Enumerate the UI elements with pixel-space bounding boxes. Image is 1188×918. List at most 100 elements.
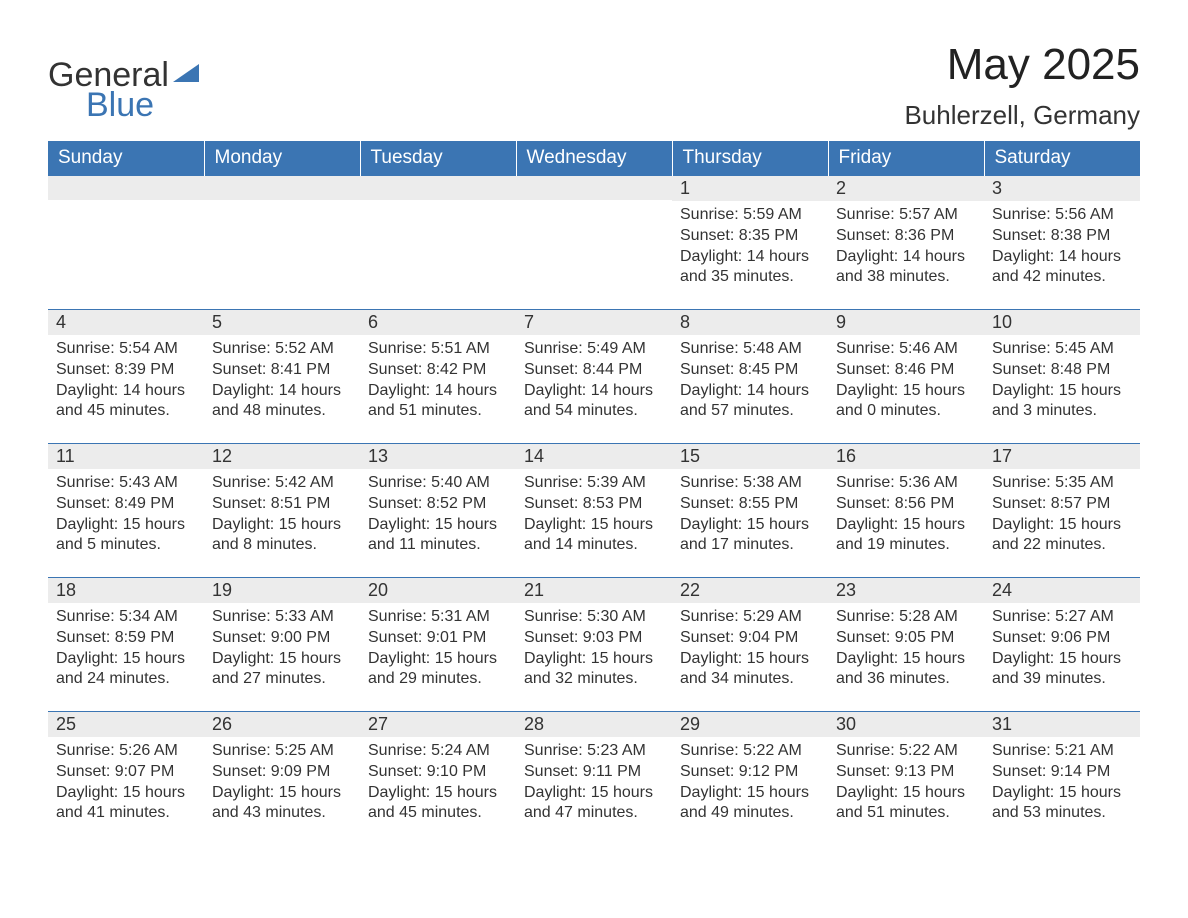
calendar-day-cell: 3Sunrise: 5:56 AMSunset: 8:38 PMDaylight… — [984, 176, 1140, 310]
daylight-line: Daylight: 15 hours and 17 minutes. — [680, 515, 820, 557]
day-number: 21 — [516, 578, 672, 603]
sunset-line: Sunset: 9:06 PM — [992, 628, 1132, 649]
daylight-line: Daylight: 15 hours and 11 minutes. — [368, 515, 508, 557]
daylight-line: Daylight: 14 hours and 35 minutes. — [680, 247, 820, 289]
daylight-line: Daylight: 14 hours and 48 minutes. — [212, 381, 352, 423]
day-number: 8 — [672, 310, 828, 335]
day-number: 16 — [828, 444, 984, 469]
daylight-line: Daylight: 15 hours and 39 minutes. — [992, 649, 1132, 691]
day-number: 18 — [48, 578, 204, 603]
sunrise-line: Sunrise: 5:25 AM — [212, 741, 352, 762]
day-number-empty — [516, 176, 672, 200]
day-number-empty — [48, 176, 204, 200]
calendar-day-cell: 9Sunrise: 5:46 AMSunset: 8:46 PMDaylight… — [828, 310, 984, 444]
daylight-line: Daylight: 15 hours and 53 minutes. — [992, 783, 1132, 825]
month-title: May 2025 — [904, 40, 1140, 90]
day-details: Sunrise: 5:34 AMSunset: 8:59 PMDaylight:… — [48, 603, 204, 698]
calendar-week-row: 18Sunrise: 5:34 AMSunset: 8:59 PMDayligh… — [48, 578, 1140, 712]
calendar-day-cell: 5Sunrise: 5:52 AMSunset: 8:41 PMDaylight… — [204, 310, 360, 444]
calendar-day-cell: 19Sunrise: 5:33 AMSunset: 9:00 PMDayligh… — [204, 578, 360, 712]
daylight-line: Daylight: 15 hours and 32 minutes. — [524, 649, 664, 691]
day-details: Sunrise: 5:57 AMSunset: 8:36 PMDaylight:… — [828, 201, 984, 296]
calendar-day-cell: 17Sunrise: 5:35 AMSunset: 8:57 PMDayligh… — [984, 444, 1140, 578]
day-details: Sunrise: 5:43 AMSunset: 8:49 PMDaylight:… — [48, 469, 204, 564]
sunset-line: Sunset: 8:41 PM — [212, 360, 352, 381]
sunset-line: Sunset: 9:11 PM — [524, 762, 664, 783]
calendar-day-cell: 13Sunrise: 5:40 AMSunset: 8:52 PMDayligh… — [360, 444, 516, 578]
sunset-line: Sunset: 8:46 PM — [836, 360, 976, 381]
sunset-line: Sunset: 9:12 PM — [680, 762, 820, 783]
daylight-line: Daylight: 14 hours and 45 minutes. — [56, 381, 196, 423]
sunset-line: Sunset: 8:42 PM — [368, 360, 508, 381]
day-number: 4 — [48, 310, 204, 335]
daylight-line: Daylight: 15 hours and 41 minutes. — [56, 783, 196, 825]
calendar-week-row: 11Sunrise: 5:43 AMSunset: 8:49 PMDayligh… — [48, 444, 1140, 578]
sunrise-line: Sunrise: 5:22 AM — [680, 741, 820, 762]
sunset-line: Sunset: 8:36 PM — [836, 226, 976, 247]
day-number: 28 — [516, 712, 672, 737]
day-number: 10 — [984, 310, 1140, 335]
sunset-line: Sunset: 9:05 PM — [836, 628, 976, 649]
day-details: Sunrise: 5:39 AMSunset: 8:53 PMDaylight:… — [516, 469, 672, 564]
day-details: Sunrise: 5:22 AMSunset: 9:13 PMDaylight:… — [828, 737, 984, 832]
calendar-day-cell: 15Sunrise: 5:38 AMSunset: 8:55 PMDayligh… — [672, 444, 828, 578]
sunset-line: Sunset: 8:51 PM — [212, 494, 352, 515]
calendar-week-row: 1Sunrise: 5:59 AMSunset: 8:35 PMDaylight… — [48, 176, 1140, 310]
day-details: Sunrise: 5:30 AMSunset: 9:03 PMDaylight:… — [516, 603, 672, 698]
day-details: Sunrise: 5:27 AMSunset: 9:06 PMDaylight:… — [984, 603, 1140, 698]
daylight-line: Daylight: 14 hours and 42 minutes. — [992, 247, 1132, 289]
sunset-line: Sunset: 9:04 PM — [680, 628, 820, 649]
day-details: Sunrise: 5:29 AMSunset: 9:04 PMDaylight:… — [672, 603, 828, 698]
sunrise-line: Sunrise: 5:46 AM — [836, 339, 976, 360]
calendar-day-cell: 14Sunrise: 5:39 AMSunset: 8:53 PMDayligh… — [516, 444, 672, 578]
sunrise-line: Sunrise: 5:39 AM — [524, 473, 664, 494]
daylight-line: Daylight: 15 hours and 8 minutes. — [212, 515, 352, 557]
day-details: Sunrise: 5:24 AMSunset: 9:10 PMDaylight:… — [360, 737, 516, 832]
day-details: Sunrise: 5:38 AMSunset: 8:55 PMDaylight:… — [672, 469, 828, 564]
sunset-line: Sunset: 9:13 PM — [836, 762, 976, 783]
calendar-day-cell: 26Sunrise: 5:25 AMSunset: 9:09 PMDayligh… — [204, 712, 360, 846]
day-number-empty — [204, 176, 360, 200]
day-number-empty — [360, 176, 516, 200]
calendar-day-cell — [48, 176, 204, 310]
sunset-line: Sunset: 9:09 PM — [212, 762, 352, 783]
calendar-day-cell: 18Sunrise: 5:34 AMSunset: 8:59 PMDayligh… — [48, 578, 204, 712]
daylight-line: Daylight: 15 hours and 34 minutes. — [680, 649, 820, 691]
calendar-day-cell: 7Sunrise: 5:49 AMSunset: 8:44 PMDaylight… — [516, 310, 672, 444]
weekday-header: Tuesday — [360, 141, 516, 176]
calendar-week-row: 4Sunrise: 5:54 AMSunset: 8:39 PMDaylight… — [48, 310, 1140, 444]
sunset-line: Sunset: 8:38 PM — [992, 226, 1132, 247]
calendar-day-cell: 4Sunrise: 5:54 AMSunset: 8:39 PMDaylight… — [48, 310, 204, 444]
day-number: 27 — [360, 712, 516, 737]
calendar-day-cell: 29Sunrise: 5:22 AMSunset: 9:12 PMDayligh… — [672, 712, 828, 846]
sunrise-line: Sunrise: 5:28 AM — [836, 607, 976, 628]
sunrise-line: Sunrise: 5:52 AM — [212, 339, 352, 360]
day-details: Sunrise: 5:33 AMSunset: 9:00 PMDaylight:… — [204, 603, 360, 698]
day-details: Sunrise: 5:36 AMSunset: 8:56 PMDaylight:… — [828, 469, 984, 564]
weekday-header: Saturday — [984, 141, 1140, 176]
daylight-line: Daylight: 15 hours and 27 minutes. — [212, 649, 352, 691]
weekday-header: Wednesday — [516, 141, 672, 176]
sunrise-line: Sunrise: 5:51 AM — [368, 339, 508, 360]
daylight-line: Daylight: 15 hours and 3 minutes. — [992, 381, 1132, 423]
logo: General Blue — [48, 40, 199, 122]
day-details: Sunrise: 5:49 AMSunset: 8:44 PMDaylight:… — [516, 335, 672, 430]
daylight-line: Daylight: 15 hours and 22 minutes. — [992, 515, 1132, 557]
day-number: 6 — [360, 310, 516, 335]
day-number: 19 — [204, 578, 360, 603]
day-details: Sunrise: 5:51 AMSunset: 8:42 PMDaylight:… — [360, 335, 516, 430]
calendar-day-cell: 8Sunrise: 5:48 AMSunset: 8:45 PMDaylight… — [672, 310, 828, 444]
weekday-header: Friday — [828, 141, 984, 176]
calendar-day-cell: 31Sunrise: 5:21 AMSunset: 9:14 PMDayligh… — [984, 712, 1140, 846]
calendar-day-cell: 30Sunrise: 5:22 AMSunset: 9:13 PMDayligh… — [828, 712, 984, 846]
weekday-header: Sunday — [48, 141, 204, 176]
sunrise-line: Sunrise: 5:35 AM — [992, 473, 1132, 494]
daylight-line: Daylight: 15 hours and 24 minutes. — [56, 649, 196, 691]
daylight-line: Daylight: 15 hours and 36 minutes. — [836, 649, 976, 691]
sunrise-line: Sunrise: 5:23 AM — [524, 741, 664, 762]
day-number: 13 — [360, 444, 516, 469]
sunset-line: Sunset: 8:52 PM — [368, 494, 508, 515]
sunrise-line: Sunrise: 5:29 AM — [680, 607, 820, 628]
calendar-day-cell — [516, 176, 672, 310]
daylight-line: Daylight: 15 hours and 5 minutes. — [56, 515, 196, 557]
